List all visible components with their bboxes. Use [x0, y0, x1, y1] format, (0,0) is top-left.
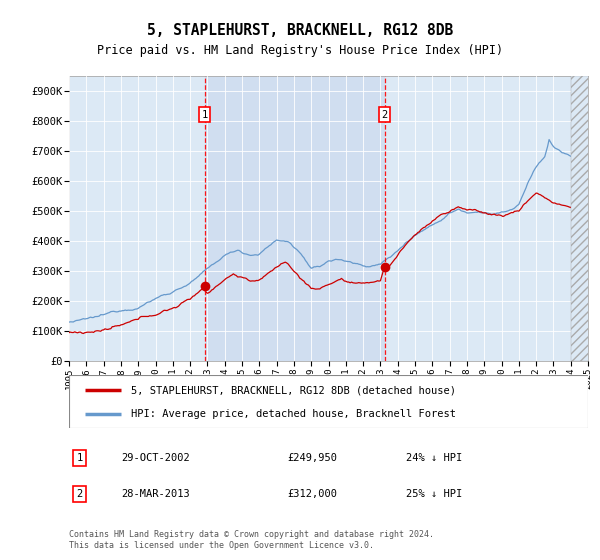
- Text: 24% ↓ HPI: 24% ↓ HPI: [406, 453, 463, 463]
- Text: £312,000: £312,000: [287, 489, 337, 499]
- Text: £249,950: £249,950: [287, 453, 337, 463]
- Text: 1: 1: [202, 110, 208, 120]
- Text: Price paid vs. HM Land Registry's House Price Index (HPI): Price paid vs. HM Land Registry's House …: [97, 44, 503, 57]
- Text: 1: 1: [76, 453, 83, 463]
- Text: 25% ↓ HPI: 25% ↓ HPI: [406, 489, 463, 499]
- FancyBboxPatch shape: [69, 375, 588, 428]
- Text: HPI: Average price, detached house, Bracknell Forest: HPI: Average price, detached house, Brac…: [131, 408, 456, 418]
- Text: 29-OCT-2002: 29-OCT-2002: [121, 453, 190, 463]
- Bar: [205, 76, 385, 361]
- Text: 2: 2: [76, 489, 83, 499]
- Text: 5, STAPLEHURST, BRACKNELL, RG12 8DB: 5, STAPLEHURST, BRACKNELL, RG12 8DB: [147, 24, 453, 38]
- Text: 2: 2: [382, 110, 388, 120]
- Text: 5, STAPLEHURST, BRACKNELL, RG12 8DB (detached house): 5, STAPLEHURST, BRACKNELL, RG12 8DB (det…: [131, 385, 456, 395]
- Text: 28-MAR-2013: 28-MAR-2013: [121, 489, 190, 499]
- Text: Contains HM Land Registry data © Crown copyright and database right 2024.
This d: Contains HM Land Registry data © Crown c…: [69, 530, 434, 550]
